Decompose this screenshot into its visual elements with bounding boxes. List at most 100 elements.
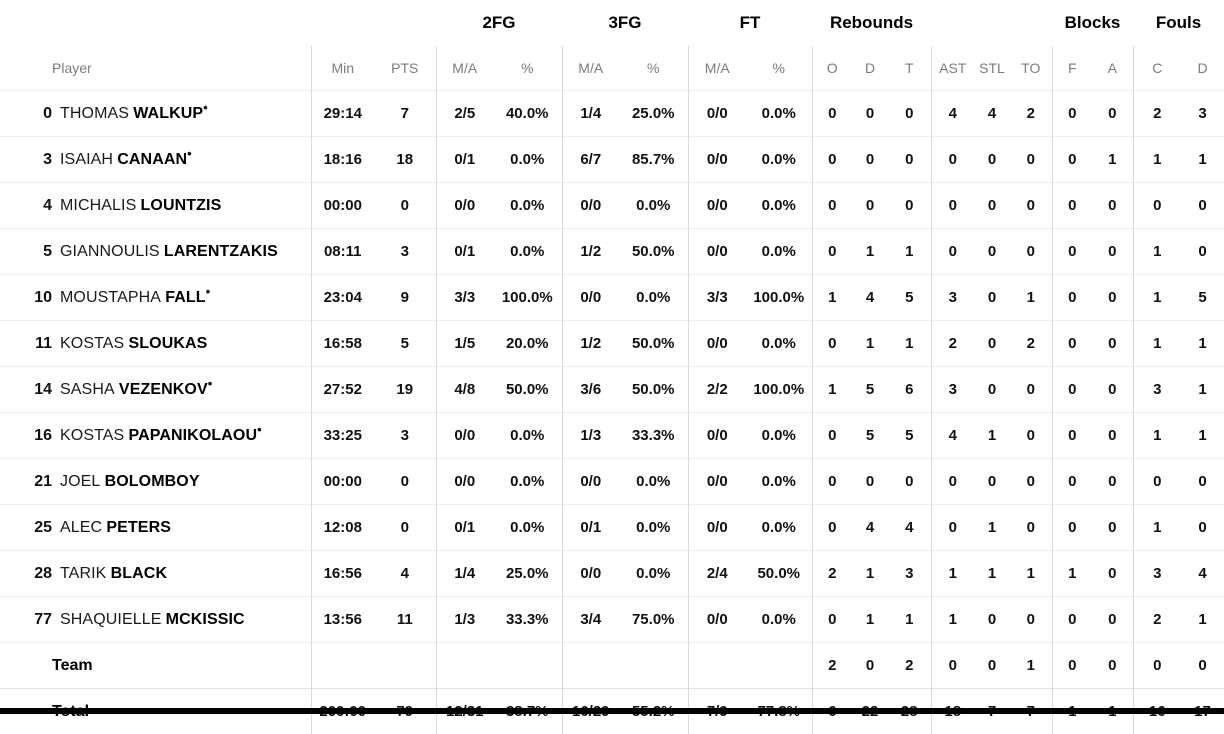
blk-a-cell: 1 <box>1092 137 1133 183</box>
ft-pct-cell: 100.0% <box>746 367 812 413</box>
fg2-ma-cell: 0/1 <box>436 505 493 551</box>
foul-c-cell: 3 <box>1133 367 1181 413</box>
blk-f-cell: 0 <box>1052 183 1092 229</box>
ft-pct-cell: 50.0% <box>746 551 812 597</box>
player-first-name: ALEC <box>60 519 102 536</box>
fg2-ma-cell: 0/0 <box>436 413 493 459</box>
group-header-2fg: 2FG <box>436 0 562 46</box>
col-header-ast[interactable]: AST <box>931 46 974 91</box>
ast-cell: 4 <box>931 91 974 137</box>
reb-d-cell: 0 <box>852 459 888 505</box>
player-first-name: ISAIAH <box>60 151 113 168</box>
col-header-foul-c[interactable]: C <box>1133 46 1181 91</box>
col-header-fg2-pct[interactable]: % <box>493 46 562 91</box>
col-header-fg3-pct[interactable]: % <box>619 46 688 91</box>
stl-cell: 0 <box>974 275 1010 321</box>
col-header-blk-a[interactable]: A <box>1092 46 1133 91</box>
col-header-fg2-ma[interactable]: M/A <box>436 46 493 91</box>
col-header-reb-t[interactable]: T <box>888 46 931 91</box>
reb-d-cell: 0 <box>852 91 888 137</box>
fg2-pct-cell: 50.0% <box>493 367 562 413</box>
col-header-ft-ma[interactable]: M/A <box>688 46 746 91</box>
col-header-fg3-ma[interactable]: M/A <box>562 46 619 91</box>
ast-cell: 3 <box>931 367 974 413</box>
foul-c-cell: 1 <box>1133 321 1181 367</box>
col-header-ft-pct[interactable]: % <box>746 46 812 91</box>
player-last-name: MCKISSIC <box>166 611 245 628</box>
foul-d-cell: 3 <box>1181 91 1224 137</box>
ft-pct-cell: 0.0% <box>746 505 812 551</box>
team-ft-pct-cell <box>746 643 812 689</box>
team-reb-d-cell: 0 <box>852 643 888 689</box>
fg3-pct-cell: 75.0% <box>619 597 688 643</box>
reb-o-cell: 0 <box>812 137 852 183</box>
col-header-reb-o[interactable]: O <box>812 46 852 91</box>
blk-a-cell: 0 <box>1092 551 1133 597</box>
reb-t-cell: 4 <box>888 505 931 551</box>
foul-d-cell: 0 <box>1181 229 1224 275</box>
ft-pct-cell: 0.0% <box>746 91 812 137</box>
fg3-pct-cell: 25.0% <box>619 91 688 137</box>
fg2-pct-cell: 40.0% <box>493 91 562 137</box>
col-header-blk-f[interactable]: F <box>1052 46 1092 91</box>
player-last-name: FALL <box>165 289 205 306</box>
player-number: 25 <box>0 519 52 537</box>
col-header-min[interactable]: Min <box>311 46 374 91</box>
fg3-ma-cell: 1/3 <box>562 413 619 459</box>
fg3-pct-cell: 0.0% <box>619 275 688 321</box>
group-header-rebounds: Rebounds <box>812 0 931 46</box>
group-header-3fg: 3FG <box>562 0 688 46</box>
fg3-pct-cell: 0.0% <box>619 459 688 505</box>
reb-o-cell: 1 <box>812 367 852 413</box>
col-header-reb-d[interactable]: D <box>852 46 888 91</box>
player-last-name: BLACK <box>111 565 168 582</box>
player-number: 21 <box>0 473 52 491</box>
col-header-stl[interactable]: STL <box>974 46 1010 91</box>
player-first-name: KOSTAS <box>60 335 124 352</box>
col-header-to[interactable]: TO <box>1010 46 1052 91</box>
stl-cell: 0 <box>974 137 1010 183</box>
stl-cell: 0 <box>974 321 1010 367</box>
fg3-pct-cell: 0.0% <box>619 183 688 229</box>
team-fg3-ma-cell <box>562 643 619 689</box>
col-header-player[interactable]: Player <box>0 46 311 91</box>
reb-t-cell: 5 <box>888 275 931 321</box>
ft-ma-cell: 0/0 <box>688 183 746 229</box>
col-header-pts[interactable]: PTS <box>374 46 436 91</box>
fg3-ma-cell: 1/4 <box>562 91 619 137</box>
blk-f-cell: 1 <box>1052 551 1092 597</box>
player-last-name: SLOUKAS <box>129 335 208 352</box>
col-header-foul-d[interactable]: D <box>1181 46 1224 91</box>
player-first-name: THOMAS <box>60 105 129 122</box>
foul-c-cell: 1 <box>1133 505 1181 551</box>
player-last-name: LOUNTZIS <box>141 197 222 214</box>
reb-o-cell: 0 <box>812 459 852 505</box>
stl-cell: 4 <box>974 91 1010 137</box>
starter-marker: • <box>206 284 211 299</box>
fg3-ma-cell: 6/7 <box>562 137 619 183</box>
